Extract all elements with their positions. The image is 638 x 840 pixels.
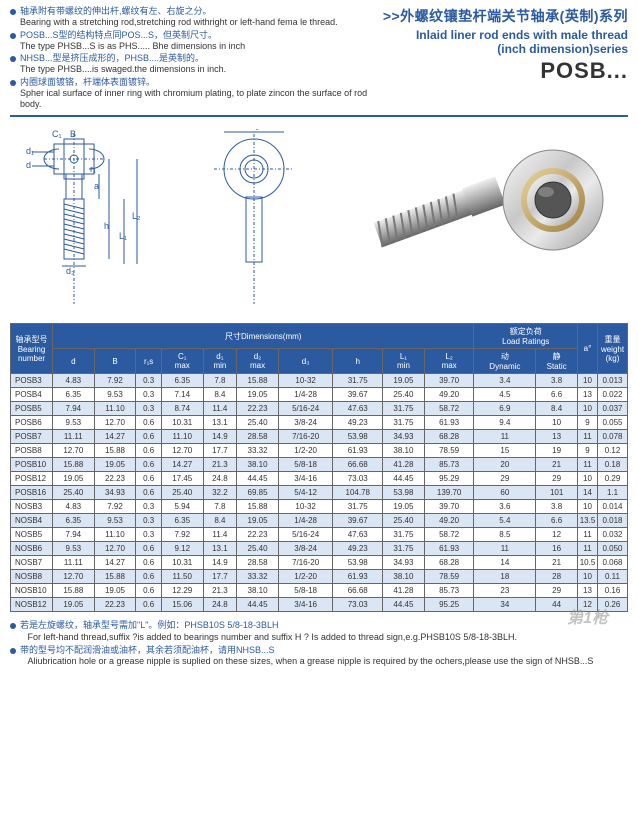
- svg-text:d₁: d₁: [26, 146, 34, 156]
- title-block: >>外螺纹镶垫杆端关节轴承(英制)系列 Inlaid liner rod end…: [383, 6, 628, 111]
- table-row: POSB1015.8819.050.614.2721.338.105/8-186…: [11, 458, 628, 472]
- svg-text:D₂: D₂: [249, 129, 259, 131]
- table-row: POSB812.7015.880.612.7017.733.321/2-2061…: [11, 444, 628, 458]
- table-row: POSB711.1114.270.611.1014.928.587/16-205…: [11, 430, 628, 444]
- title-cn: >>外螺纹镶垫杆端关节轴承(英制)系列: [383, 6, 628, 26]
- table-row: POSB34.837.920.36.357.815.8810-3231.7519…: [11, 374, 628, 388]
- table-row: POSB57.9411.100.38.7411.422.235/16-2447.…: [11, 402, 628, 416]
- table-row: NOSB34.837.920.35.947.815.8810-3231.7519…: [11, 500, 628, 514]
- table-row: NOSB1015.8819.050.612.2921.338.105/8-186…: [11, 584, 628, 598]
- header-notes: 轴承附有带螺纹的伸出杆,螺纹有左、右旋之分。Bearing with a str…: [10, 6, 375, 111]
- note-item: NHSB...型是挤压成形的，PHSB....是英制的。The type PHS…: [10, 53, 375, 76]
- note-item: 内圈球面镀铬，杆端体表面镀锌。Spher ical surface of inn…: [10, 77, 375, 111]
- svg-text:d₃: d₃: [66, 266, 75, 276]
- svg-text:d: d: [26, 160, 31, 170]
- divider: [10, 115, 628, 117]
- note-item: POSB...S型的结构特点同POS...S，但英制尺寸。The type PH…: [10, 30, 375, 53]
- table-row: NOSB69.5312.700.69.1213.125.403/8-2449.2…: [11, 542, 628, 556]
- table-row: NOSB812.7015.880.611.5017.733.321/2-2061…: [11, 570, 628, 584]
- footnote-item: 带的型号均不配润滑油或油杯，其余若须配油杯，请用NHSB...S Aliubri…: [10, 645, 628, 668]
- note-item: 轴承附有带螺纹的伸出杆,螺纹有左、右旋之分。Bearing with a str…: [10, 6, 375, 29]
- table-row: NOSB46.359.530.36.358.419.051/4-2839.672…: [11, 514, 628, 528]
- svg-text:L₁: L₁: [119, 231, 127, 241]
- svg-text:B: B: [70, 129, 76, 139]
- table-row: POSB1625.4034.930.625.4032.269.855/4-121…: [11, 486, 628, 500]
- svg-text:C₁: C₁: [52, 129, 62, 139]
- svg-text:r₁: r₁: [90, 164, 96, 174]
- table-row: POSB69.5312.700.610.3113.125.403/8-2449.…: [11, 416, 628, 430]
- spec-table: 轴承型号Bearingnumber尺寸Dimensions(mm)额定负荷Loa…: [10, 323, 628, 612]
- technical-diagram: B C₁ d₁ d r₁ a h L₁ L₂ d₃: [10, 129, 358, 312]
- title-model: POSB...: [383, 58, 628, 84]
- table-row: POSB46.359.530.37.148.419.051/4-2839.672…: [11, 388, 628, 402]
- watermark: 第1枪: [567, 604, 608, 628]
- product-photo: [368, 140, 628, 300]
- table-row: NOSB711.1114.270.610.3114.928.587/16-205…: [11, 556, 628, 570]
- footnotes: 第1枪 若是左旋螺纹，轴承型号需加"L"。例如：PHSB10S 5/8-18-3…: [10, 620, 628, 668]
- svg-text:h: h: [104, 221, 109, 231]
- footnote-item: 若是左旋螺纹，轴承型号需加"L"。例如：PHSB10S 5/8-18-3BLH …: [10, 620, 628, 643]
- table-row: POSB1219.0522.230.617.4524.844.453/4-167…: [11, 472, 628, 486]
- title-series: (inch dimension)series: [383, 42, 628, 56]
- table-row: NOSB1219.0522.230.615.0624.844.453/4-167…: [11, 598, 628, 612]
- table-row: NOSB57.9411.100.37.9211.422.235/16-2447.…: [11, 528, 628, 542]
- svg-text:a: a: [94, 181, 99, 191]
- title-en: Inlaid liner rod ends with male thread: [383, 28, 628, 42]
